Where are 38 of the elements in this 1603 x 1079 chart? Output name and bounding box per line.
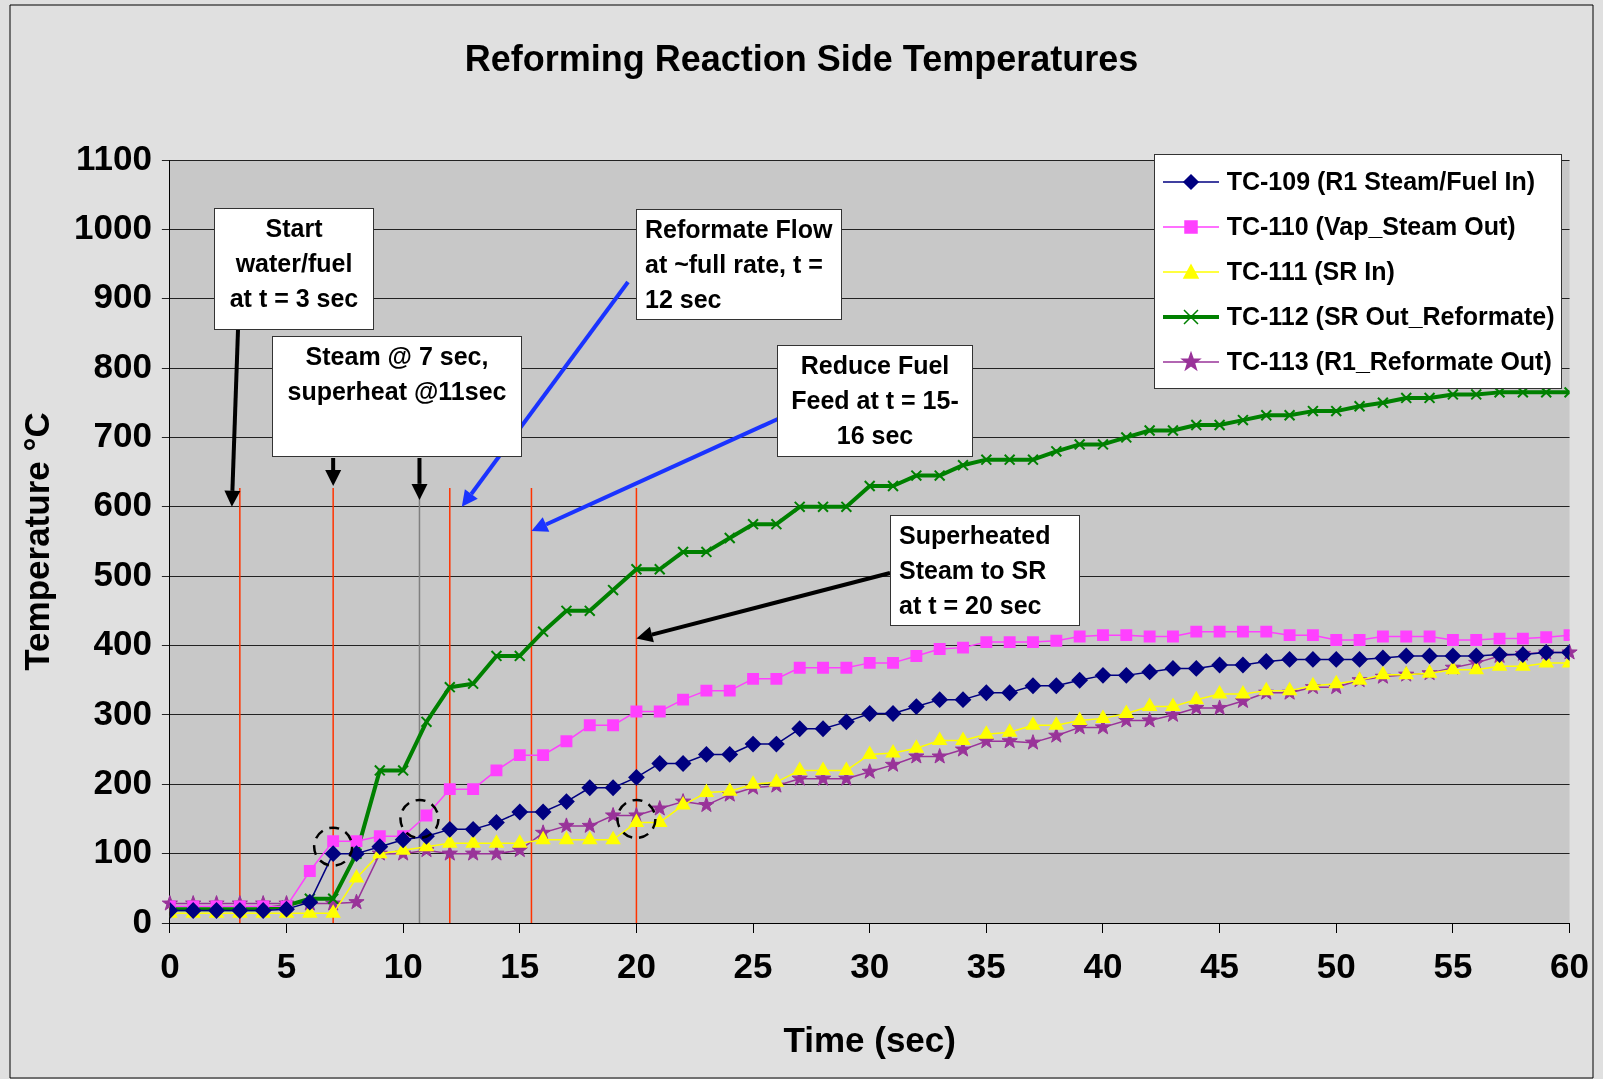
x-tick-label: 45 bbox=[1200, 945, 1240, 985]
x-tick-label: 35 bbox=[966, 945, 1006, 985]
x-tick-label: 25 bbox=[733, 945, 773, 985]
x-tick-label: 20 bbox=[616, 945, 656, 985]
y-tick-label: 800 bbox=[93, 345, 152, 385]
x-tick-label: 0 bbox=[160, 945, 180, 985]
annotation: Start water/fuel at t = 3 sec bbox=[214, 208, 374, 330]
x-tick-label: 5 bbox=[276, 945, 297, 985]
y-tick-label: 600 bbox=[93, 484, 152, 524]
x-tick-label: 55 bbox=[1433, 945, 1473, 985]
annotation: Reformate Flow at ~full rate, t = 12 sec bbox=[636, 209, 842, 320]
legend-label: TC-112 (SR Out_Reformate) bbox=[1226, 302, 1555, 331]
x-tick-label: 50 bbox=[1316, 945, 1356, 985]
y-tick-label: 1100 bbox=[75, 137, 152, 177]
y-tick-label: 200 bbox=[93, 761, 152, 801]
legend-label: TC-111 (SR In) bbox=[1226, 257, 1395, 286]
annotation: Steam @ 7 sec, superheat @11sec bbox=[272, 336, 522, 457]
y-tick-label: 700 bbox=[93, 415, 152, 455]
annotation: Superheated Steam to SR at t = 20 sec bbox=[890, 515, 1080, 626]
x-tick-label: 60 bbox=[1550, 945, 1589, 985]
y-tick-label: 0 bbox=[132, 900, 152, 940]
y-tick-label: 900 bbox=[93, 276, 152, 316]
annotation: Reduce Fuel Feed at t = 15-16 sec bbox=[777, 345, 973, 457]
chart-title: Reforming Reaction Side Temperatures bbox=[463, 38, 1140, 80]
x-tick-label: 30 bbox=[850, 945, 890, 985]
x-axis-title: Time (sec) bbox=[783, 1019, 956, 1059]
x-tick-label: 15 bbox=[500, 945, 540, 985]
y-axis-title: Temperature °C bbox=[16, 412, 56, 671]
y-tick-label: 500 bbox=[93, 553, 152, 593]
x-tick-label: 10 bbox=[383, 945, 423, 985]
legend-label: TC-109 (R1 Steam/Fuel In) bbox=[1226, 167, 1536, 196]
y-tick-label: 400 bbox=[93, 623, 152, 663]
y-tick-label: 1000 bbox=[73, 207, 152, 247]
y-tick-label: 300 bbox=[93, 692, 152, 732]
legend-label: TC-110 (Vap_Steam Out) bbox=[1226, 212, 1516, 241]
legend-label: TC-113 (R1_Reformate Out) bbox=[1226, 347, 1552, 376]
x-tick-label: 40 bbox=[1083, 945, 1123, 985]
y-tick-label: 100 bbox=[93, 831, 152, 871]
